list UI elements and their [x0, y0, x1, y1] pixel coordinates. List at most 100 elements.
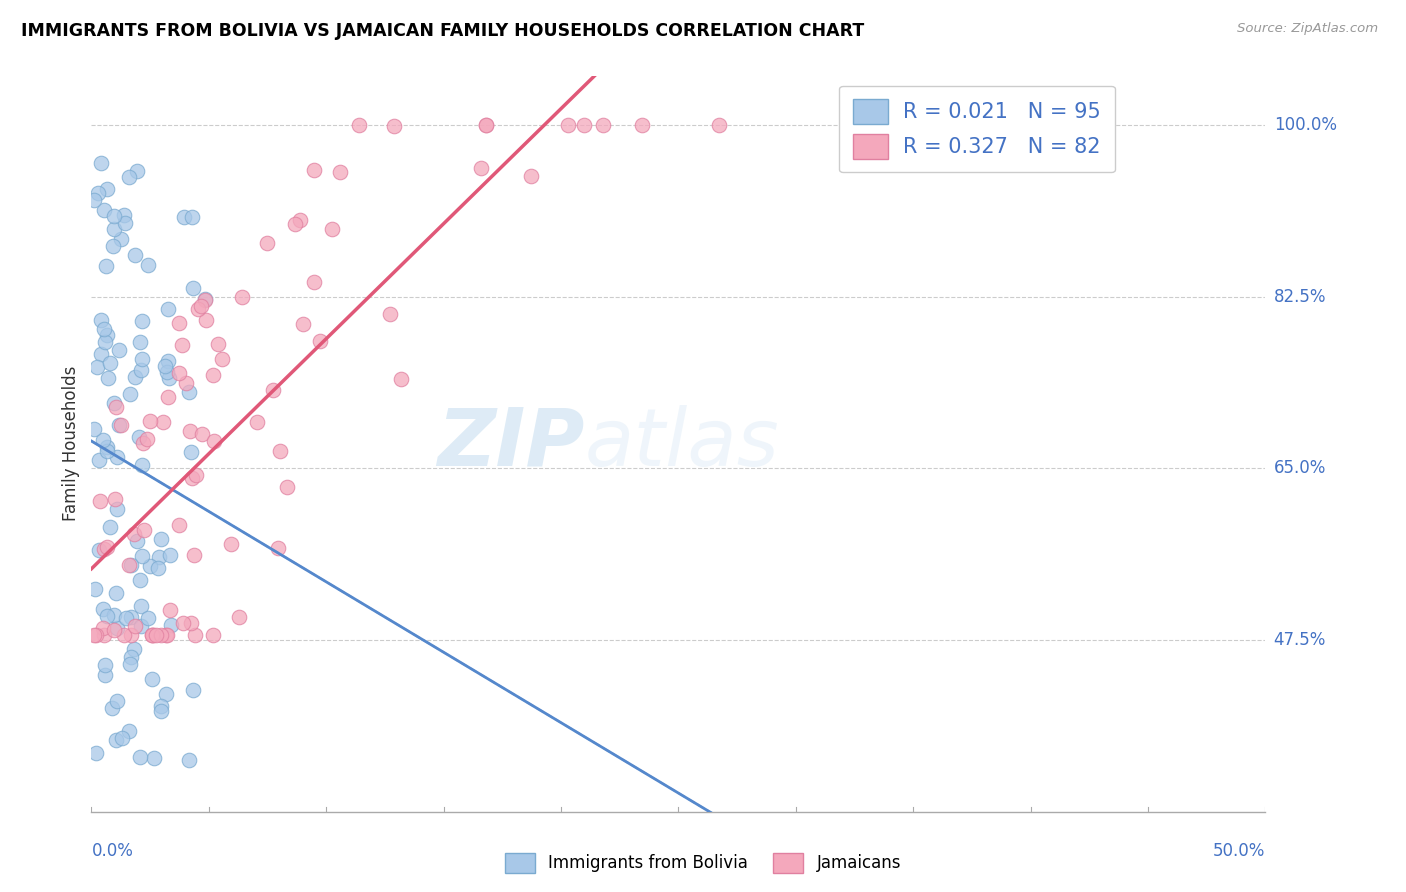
Point — [138, 559, 160, 574]
Point — [190, 299, 212, 313]
Point — [179, 425, 201, 439]
Point — [156, 301, 179, 316]
Point — [86, 360, 108, 375]
Point — [574, 118, 596, 132]
Point — [103, 396, 125, 410]
Point — [157, 370, 180, 384]
Point — [118, 170, 141, 185]
Point — [107, 343, 129, 358]
Point — [131, 458, 153, 472]
Point — [105, 694, 128, 708]
Point — [104, 491, 127, 506]
Point — [131, 314, 153, 328]
Point — [91, 434, 114, 448]
Point — [110, 417, 132, 432]
Point — [170, 338, 193, 352]
Point — [83, 628, 105, 642]
Point — [131, 351, 153, 366]
Point — [191, 427, 214, 442]
Point — [177, 753, 200, 767]
Point — [124, 247, 146, 261]
Text: ZIP: ZIP — [437, 405, 585, 483]
Point — [131, 549, 153, 564]
Point — [474, 118, 496, 132]
Point — [202, 368, 225, 383]
Point — [167, 316, 190, 330]
Point — [129, 599, 152, 613]
Point — [96, 541, 118, 555]
Text: IMMIGRANTS FROM BOLIVIA VS JAMAICAN FAMILY HOUSEHOLDS CORRELATION CHART: IMMIGRANTS FROM BOLIVIA VS JAMAICAN FAMI… — [21, 22, 865, 40]
Point — [84, 628, 107, 642]
Point — [87, 186, 110, 200]
Point — [202, 628, 225, 642]
Point — [380, 307, 402, 321]
Point — [89, 543, 111, 558]
Point — [83, 422, 105, 436]
Point — [155, 628, 177, 642]
Point — [101, 700, 124, 714]
Point — [89, 494, 111, 508]
Point — [219, 536, 242, 550]
Point — [128, 430, 150, 444]
Point — [145, 628, 167, 642]
Point — [169, 518, 191, 533]
Point — [159, 603, 181, 617]
Point — [302, 163, 325, 178]
Point — [148, 550, 170, 565]
Point — [228, 610, 250, 624]
Point — [105, 621, 128, 635]
Point — [93, 657, 115, 672]
Text: Source: ZipAtlas.com: Source: ZipAtlas.com — [1237, 22, 1378, 36]
Point — [149, 699, 172, 714]
Text: 82.5%: 82.5% — [1274, 287, 1326, 306]
Point — [93, 541, 115, 556]
Point — [382, 119, 405, 133]
Point — [96, 259, 118, 273]
Point — [520, 169, 543, 183]
Point — [90, 347, 112, 361]
Point — [125, 534, 148, 549]
Point — [156, 365, 179, 379]
Point — [129, 363, 152, 377]
Point — [475, 118, 498, 132]
Point — [155, 687, 177, 701]
Point — [107, 417, 129, 432]
Point — [183, 548, 205, 562]
Point — [141, 628, 163, 642]
Point — [125, 164, 148, 178]
Point — [160, 618, 183, 632]
Point — [124, 370, 146, 384]
Point — [83, 193, 105, 207]
Point — [111, 731, 134, 745]
Point — [329, 165, 352, 179]
Point — [115, 611, 138, 625]
Legend: Immigrants from Bolivia, Jamaicans: Immigrants from Bolivia, Jamaicans — [498, 847, 908, 880]
Point — [141, 672, 163, 686]
Point — [114, 216, 136, 230]
Point — [90, 156, 112, 170]
Point — [181, 471, 204, 485]
Point — [707, 118, 730, 132]
Point — [246, 415, 269, 429]
Point — [104, 733, 127, 747]
Point — [269, 444, 291, 458]
Point — [90, 312, 112, 326]
Point — [132, 436, 155, 450]
Point — [184, 628, 207, 642]
Point — [139, 414, 162, 428]
Point — [93, 628, 115, 642]
Text: 50.0%: 50.0% — [1213, 842, 1265, 860]
Point — [96, 182, 118, 196]
Point — [557, 118, 579, 132]
Point — [321, 222, 343, 236]
Point — [302, 275, 325, 289]
Point — [124, 527, 146, 541]
Point — [93, 203, 115, 218]
Point — [122, 642, 145, 657]
Point — [93, 322, 115, 336]
Point — [120, 649, 142, 664]
Point — [231, 290, 253, 304]
Point — [290, 213, 312, 227]
Point — [103, 624, 125, 638]
Point — [179, 615, 201, 630]
